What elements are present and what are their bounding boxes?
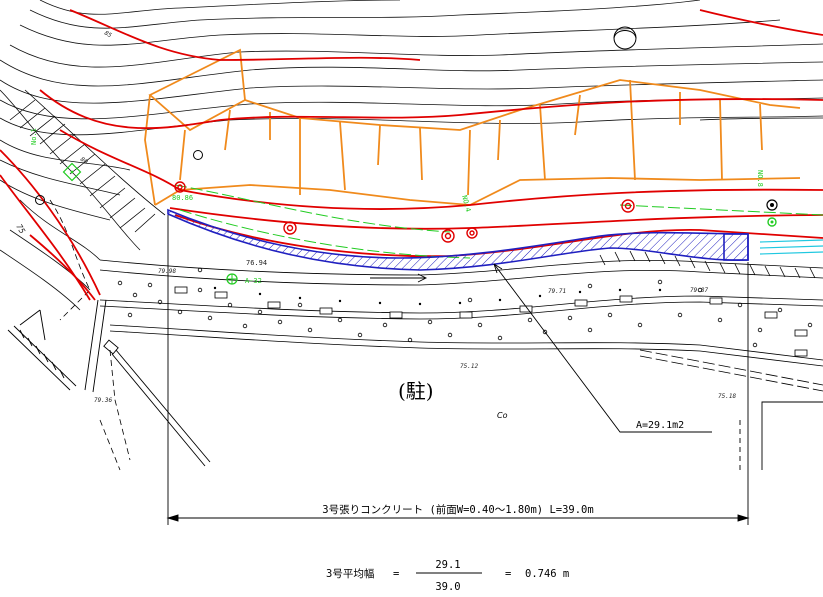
spot-height-2: 75.18 [718,393,736,400]
survey-label-no8: NO.8 [756,170,764,187]
formula-lhs: 3号平均幅 [326,567,374,580]
building-outline [739,401,823,470]
formula-eq2: = [505,568,511,580]
curb-blocks [174,286,808,357]
flow-arrow [370,273,428,283]
average-width-formula: 3号平均幅 = 29.1 39.0 = 0.746 m [326,559,569,593]
crown-outline [144,48,801,206]
parking-symbol: (駐) [398,379,434,403]
spot-height-6: 76.94 [246,259,267,267]
survey-label-8086: 80.86 [172,194,193,202]
dashed-boundary [49,199,131,471]
spot-height-1: 75.12 [460,363,478,370]
left-structure [7,299,211,467]
surface-code: Co [497,411,508,420]
misc-markers [35,150,778,285]
contour-lines [0,0,823,311]
formula-eq1: = [393,568,399,580]
survey-targets [174,181,635,243]
spot-height-4: 79.87 [690,287,708,294]
compass-symbol [613,26,637,50]
survey-label-a32: A-32 [245,277,262,285]
slope-tick-left [9,89,166,233]
road-edges [99,295,823,392]
formula-result: 0.746 m [525,568,569,580]
contour-label-75: 75 [14,223,27,236]
contour-label-80: 80 [79,156,89,166]
formula-denominator: 39.0 [435,581,460,593]
contour-label-85: 85 [103,30,113,40]
spot-height-7: 79.36 [94,397,112,404]
formula-numerator: 29.1 [435,559,460,571]
road-dots-line [213,286,662,306]
dimension-line [166,215,750,525]
pavement-dots [117,267,813,348]
area-leader [493,263,712,433]
dimension-label: 3号張りコンクリート (前面W=0.40～1.80m) L=39.0m [322,503,593,516]
area-label: A=29.1m2 [636,420,684,431]
survey-label-no1: No.1 [30,128,38,145]
spot-height-3: 79.71 [548,288,566,295]
spot-height-5: 79.98 [158,268,176,275]
hatch-end-box [723,233,749,261]
survey-lines [174,184,823,259]
cyan-lines [759,239,823,255]
